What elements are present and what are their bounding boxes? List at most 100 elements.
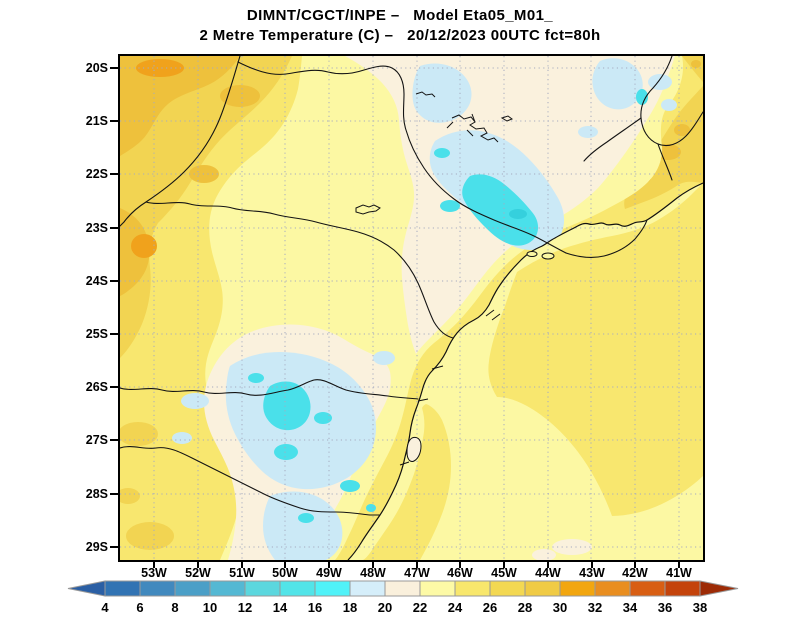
lat-label: 22S <box>85 167 108 181</box>
state-border-mg-rj <box>565 219 648 258</box>
lon-label: 44W <box>535 566 561 580</box>
lat-tick <box>110 120 119 122</box>
lon-tick <box>284 562 286 568</box>
river-branch-ne <box>583 117 642 162</box>
colorbar-segment <box>594 580 631 597</box>
lon-label: 41W <box>666 566 692 580</box>
lat-tick <box>110 173 119 175</box>
plot-title-line-2: 2 Metre Temperature (C) – 20/12/2023 00U… <box>199 27 601 44</box>
ocean-fill-coastal-24-26 <box>363 404 451 560</box>
lon-tick <box>459 562 461 568</box>
lat-tick <box>110 493 119 495</box>
contour-fill-spot-28-30 <box>220 85 260 107</box>
contour-fill-16-18 <box>248 373 264 383</box>
lat-label: 21S <box>85 114 108 128</box>
river-paraiba-do-sul <box>640 56 703 147</box>
colorbar-arrow-right <box>699 580 739 597</box>
contour-fill-nw-28-30 <box>120 56 240 156</box>
contour-fill-18-20 <box>172 432 192 444</box>
colorbar-segment <box>279 580 316 597</box>
contour-fill-16-18 <box>263 381 311 431</box>
lat-label: 27S <box>85 433 108 447</box>
ocean-fill-20-22 <box>532 549 556 560</box>
contour-fill-tongue-22-24 <box>346 82 390 195</box>
contour-fill-spot-26-28 <box>120 488 140 504</box>
contour-fill-16-18 <box>366 504 376 512</box>
lat-tick <box>110 386 119 388</box>
lon-label: 45W <box>491 566 517 580</box>
lon-tick <box>241 562 243 568</box>
map-figure <box>118 54 705 562</box>
colorbar-tick-label: 10 <box>202 600 218 615</box>
state-border-parana-river <box>120 56 241 227</box>
contour-fill-18-20 <box>373 351 395 365</box>
lon-tick <box>547 562 549 568</box>
contour-fill-14-16 <box>509 209 527 219</box>
colorbar-tick-label: 20 <box>377 600 393 615</box>
contour-fill-16-18 <box>340 480 360 492</box>
state-border-paranapanema <box>145 201 454 339</box>
colorbar-tick-label: 6 <box>136 600 144 615</box>
colorbar-segment <box>559 580 596 597</box>
contour-fill-spot-28-30 <box>691 60 701 68</box>
lon-tick <box>197 562 199 568</box>
colorbar-tick-label: 32 <box>587 600 603 615</box>
lat-tick <box>110 280 119 282</box>
contour-fill-18-20 <box>661 99 677 111</box>
colorbar-segment <box>419 580 456 597</box>
lon-label: 46W <box>447 566 473 580</box>
state-border-sc-rs <box>120 446 380 516</box>
colorbar-segment <box>384 580 421 597</box>
colorbar-tick-label: 8 <box>171 600 179 615</box>
island-florianopolis <box>406 436 422 462</box>
colorbar-segment <box>454 580 491 597</box>
colorbar-segment <box>314 580 351 597</box>
lon-tick <box>372 562 374 568</box>
lon-tick <box>503 562 505 568</box>
lon-label: 53W <box>141 566 167 580</box>
lat-tick <box>110 227 119 229</box>
contour-fill-spot-30-32 <box>131 234 157 258</box>
lon-tick <box>416 562 418 568</box>
lon-label: 52W <box>185 566 211 580</box>
lon-label: 51W <box>229 566 255 580</box>
colorbar-segment <box>174 580 211 597</box>
lon-tick <box>634 562 636 568</box>
colorbar-tick-label: 16 <box>307 600 323 615</box>
ocean-fill-24-26 <box>488 183 703 516</box>
colorbar-segment <box>349 580 386 597</box>
coastal-inlets <box>399 309 501 466</box>
colorbar-segment <box>664 580 701 597</box>
lat-tick <box>110 333 119 335</box>
colorbar-tick-label: 12 <box>237 600 253 615</box>
lat-label: 24S <box>85 274 108 288</box>
contour-fill-16-18 <box>314 412 332 424</box>
colorbar-tick-label: 4 <box>101 600 109 615</box>
lat-label: 25S <box>85 327 108 341</box>
island-ilhabela <box>541 252 555 260</box>
contour-fill-16-18 <box>462 174 539 246</box>
lon-tick <box>328 562 330 568</box>
contour-fill-spot-26-28 <box>126 522 174 550</box>
plot-title-line-1: DIMNT/CGCT/INPE – Model Eta05_M01_ <box>246 7 554 24</box>
colorbar-segment <box>139 580 176 597</box>
colorbar-arrow-left <box>67 580 106 597</box>
colorbar-segment <box>209 580 246 597</box>
temperature-map-canvas <box>120 56 703 560</box>
lat-label: 20S <box>85 61 108 75</box>
colorbar-segment <box>244 580 281 597</box>
contour-fill-spot-30-32 <box>136 59 184 77</box>
contour-fill-18-20 <box>412 63 472 123</box>
lat-label: 28S <box>85 487 108 501</box>
lon-label: 47W <box>404 566 430 580</box>
contour-fill-16-18 <box>298 513 314 523</box>
ocean-fill-20-22 <box>552 539 592 555</box>
colorbar-segment <box>524 580 561 597</box>
contour-fill-16-18 <box>636 89 648 105</box>
colorbar-tick-label: 30 <box>552 600 568 615</box>
contour-fill-16-18 <box>440 200 460 212</box>
lon-tick <box>678 562 680 568</box>
colorbar-segment <box>629 580 666 597</box>
contour-fill-18-20 <box>263 491 343 560</box>
